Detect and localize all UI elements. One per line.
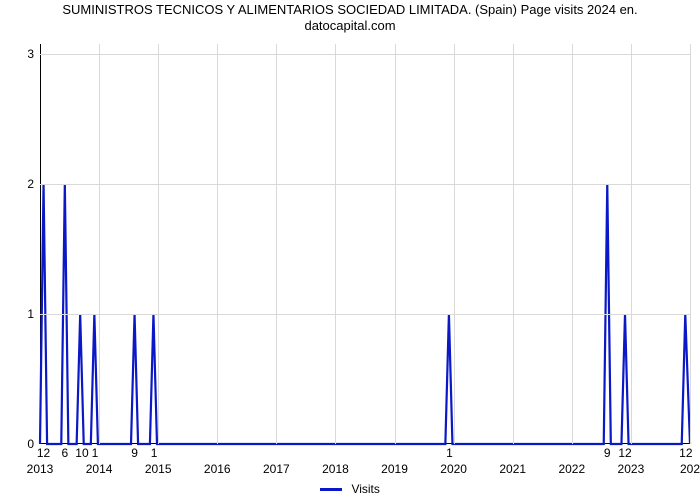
x-secondary-label: 1	[92, 446, 99, 460]
x-year-label: 2016	[204, 462, 231, 476]
gridline-vertical	[572, 44, 573, 444]
gridline-vertical	[217, 44, 218, 444]
x-secondary-label: 9	[604, 446, 611, 460]
legend-label: Visits	[351, 482, 379, 496]
y-tick-label: 1	[27, 307, 34, 321]
chart-title-line1: SUMINISTROS TECNICOS Y ALIMENTARIOS SOCI…	[62, 2, 637, 17]
gridline-vertical	[631, 44, 632, 444]
x-year-label: 2017	[263, 462, 290, 476]
gridline-vertical	[690, 44, 691, 444]
x-secondary-label: 1	[446, 446, 453, 460]
gridline-vertical	[395, 44, 396, 444]
gridline-horizontal	[40, 54, 690, 55]
y-tick-label: 2	[27, 177, 34, 191]
x-year-label: 2015	[145, 462, 172, 476]
legend: Visits	[0, 481, 700, 496]
gridline-horizontal	[40, 314, 690, 315]
gridline-vertical	[276, 44, 277, 444]
gridline-vertical	[335, 44, 336, 444]
x-secondary-label: 12	[618, 446, 631, 460]
x-secondary-label: 12	[37, 446, 50, 460]
x-secondary-label: 6	[61, 446, 68, 460]
gridline-vertical	[454, 44, 455, 444]
x-year-label: 2019	[381, 462, 408, 476]
x-secondary-label: 9	[131, 446, 138, 460]
x-year-label: 2021	[499, 462, 526, 476]
gridline-vertical	[99, 44, 100, 444]
chart-title-line2: datocapital.com	[304, 18, 395, 33]
x-year-label: 2014	[86, 462, 113, 476]
x-year-label: 2023	[618, 462, 645, 476]
legend-swatch	[320, 488, 342, 491]
x-year-label: 202	[680, 462, 700, 476]
chart-title: SUMINISTROS TECNICOS Y ALIMENTARIOS SOCI…	[0, 2, 700, 35]
x-year-label: 2022	[558, 462, 585, 476]
gridline-vertical	[513, 44, 514, 444]
data-layer	[40, 44, 690, 444]
x-year-label: 2020	[440, 462, 467, 476]
x-year-label: 2013	[27, 462, 54, 476]
x-secondary-label: 10	[75, 446, 88, 460]
gridline-vertical	[158, 44, 159, 444]
x-year-label: 2018	[322, 462, 349, 476]
y-tick-label: 0	[27, 437, 34, 451]
x-secondary-label: 12	[679, 446, 692, 460]
plot-area: 0123201320142015201620172018201920202021…	[40, 44, 690, 444]
x-secondary-label: 1	[151, 446, 158, 460]
chart-container: SUMINISTROS TECNICOS Y ALIMENTARIOS SOCI…	[0, 0, 700, 500]
gridline-horizontal	[40, 184, 690, 185]
y-tick-label: 3	[27, 47, 34, 61]
